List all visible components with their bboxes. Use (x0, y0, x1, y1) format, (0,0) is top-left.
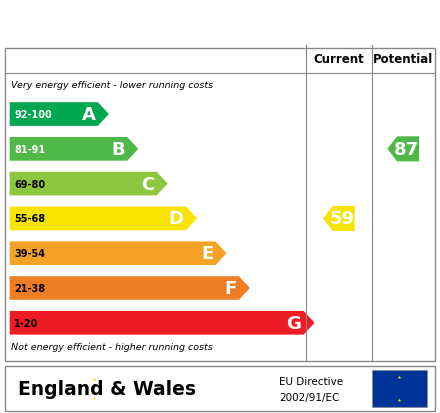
Text: D: D (169, 210, 184, 228)
Text: Potential: Potential (373, 53, 433, 66)
Bar (372, 370, 427, 407)
Polygon shape (10, 311, 315, 335)
Text: Energy Efficiency Rating: Energy Efficiency Rating (72, 12, 368, 32)
Text: 69-80: 69-80 (14, 179, 45, 189)
Text: B: B (111, 140, 125, 159)
Text: 87: 87 (394, 140, 419, 159)
Polygon shape (10, 103, 109, 126)
Text: 81-91: 81-91 (14, 145, 45, 154)
Text: 92-100: 92-100 (14, 110, 52, 120)
Text: 1-20: 1-20 (14, 318, 38, 328)
Text: England & Wales: England & Wales (18, 379, 196, 398)
Text: 59: 59 (329, 210, 354, 228)
Text: E: E (201, 244, 213, 263)
Text: F: F (224, 279, 237, 297)
Polygon shape (10, 138, 138, 161)
Text: 55-68: 55-68 (14, 214, 45, 224)
Text: Current: Current (313, 53, 364, 66)
Text: 39-54: 39-54 (14, 249, 45, 259)
Polygon shape (387, 137, 419, 162)
Text: 21-38: 21-38 (14, 283, 45, 293)
Polygon shape (10, 276, 250, 300)
Polygon shape (10, 172, 168, 196)
Polygon shape (323, 206, 355, 231)
Text: A: A (82, 106, 95, 124)
Text: G: G (286, 314, 301, 332)
Text: Not energy efficient - higher running costs: Not energy efficient - higher running co… (11, 342, 213, 351)
Text: 2002/91/EC: 2002/91/EC (279, 392, 340, 402)
Text: EU Directive: EU Directive (279, 376, 344, 386)
Polygon shape (10, 207, 197, 231)
Text: C: C (141, 175, 154, 193)
Polygon shape (10, 242, 227, 266)
Text: Very energy efficient - lower running costs: Very energy efficient - lower running co… (11, 81, 213, 90)
